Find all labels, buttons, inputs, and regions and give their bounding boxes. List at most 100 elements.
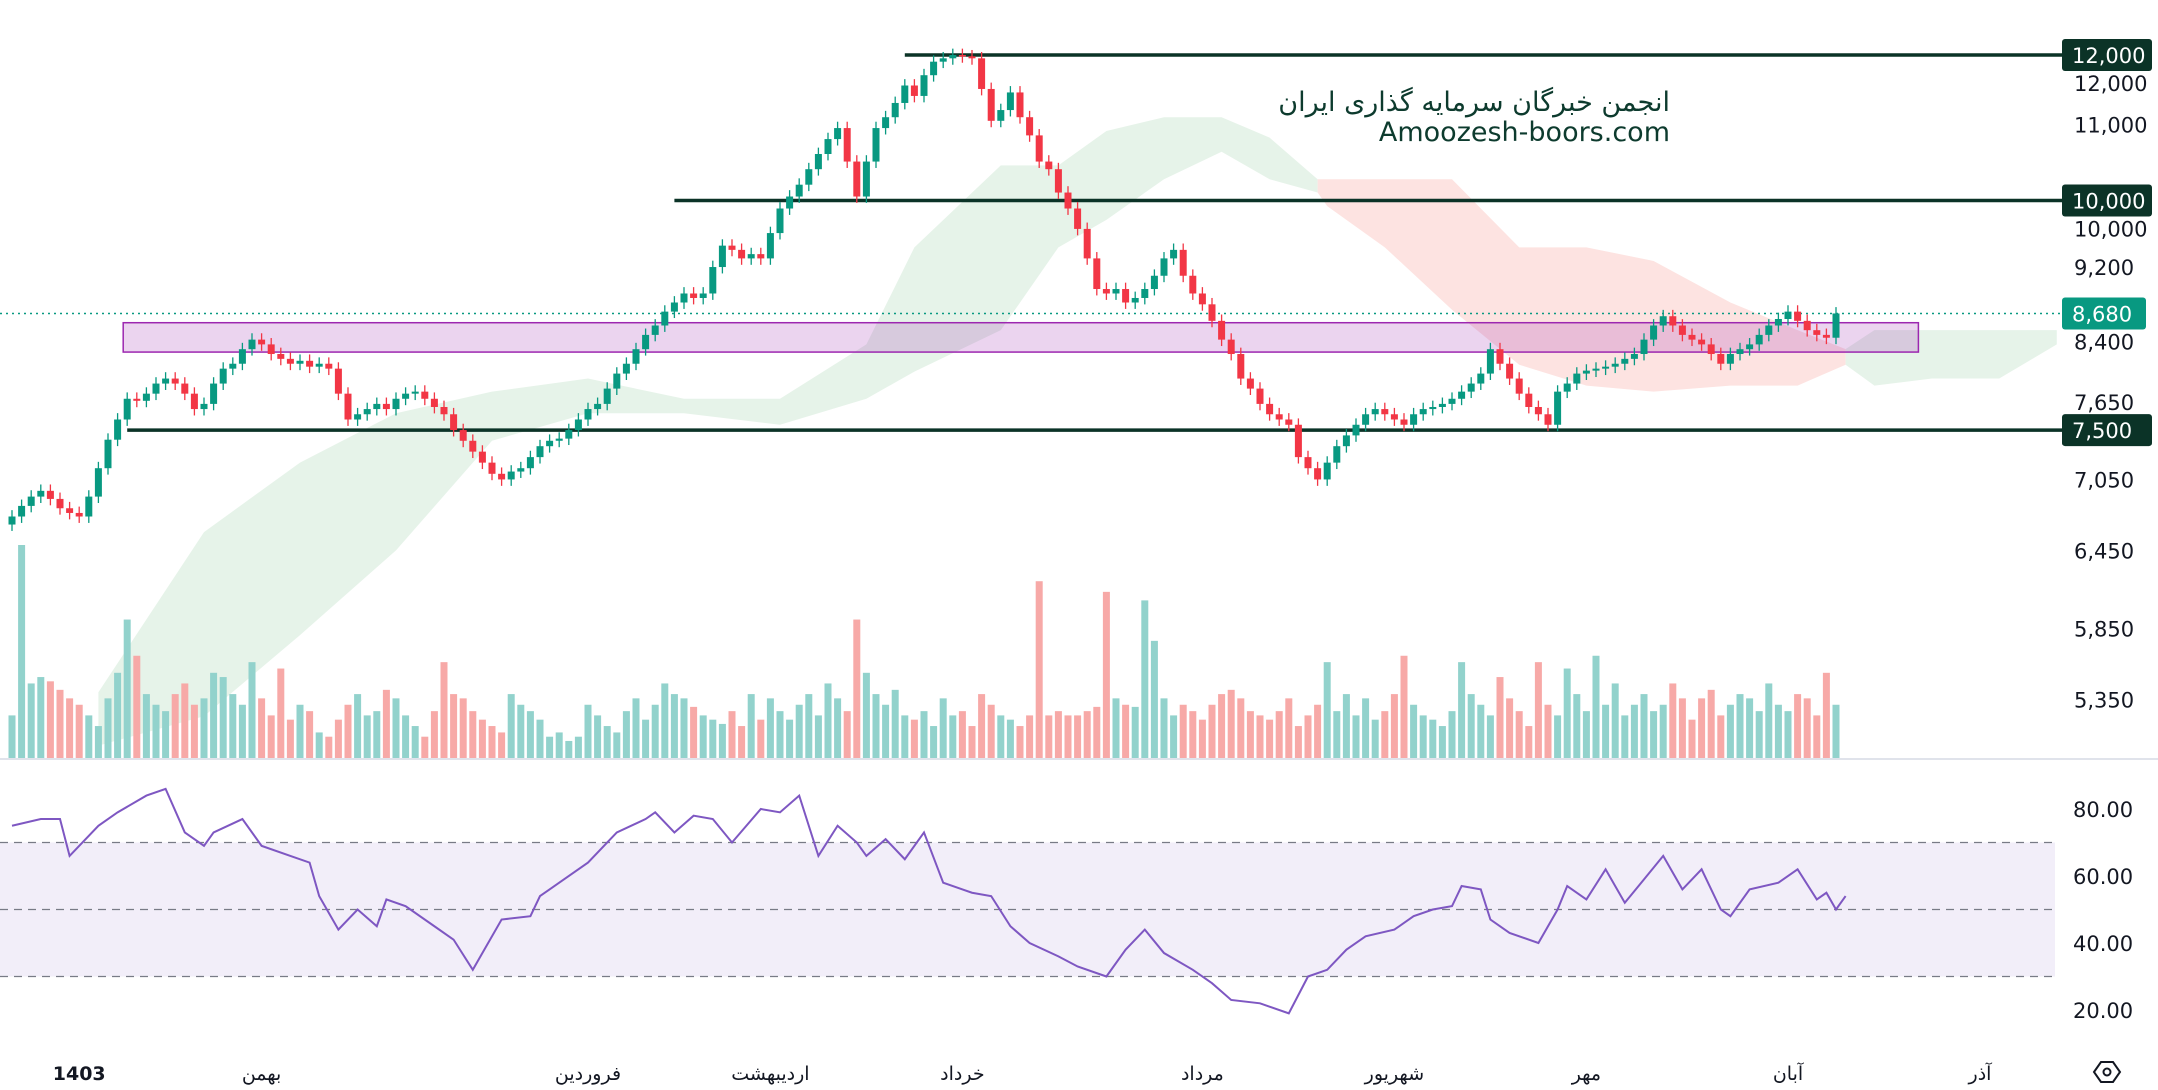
volume-bar (1554, 715, 1562, 758)
volume-bar (1131, 706, 1139, 758)
candle (1688, 328, 1696, 347)
volume-bar (814, 715, 822, 758)
volume-bar (1064, 715, 1072, 758)
volume-bar (1582, 711, 1590, 758)
candle (834, 121, 842, 146)
candle (1726, 347, 1734, 371)
candle (910, 79, 918, 103)
candle (1525, 387, 1533, 414)
volume-bar (85, 715, 93, 758)
volume-bar (718, 723, 726, 758)
candle (354, 407, 362, 426)
volume-bar (162, 711, 170, 758)
candle (1458, 385, 1466, 406)
volume-bar (8, 715, 16, 758)
candle (1323, 456, 1331, 486)
price-axis[interactable]: 12,000 11,000 10,000 9,200 8,400 7,650 7,050 6,… (2062, 39, 2152, 1023)
candle (162, 372, 170, 390)
time-tick-label: خرداد (940, 1063, 984, 1085)
price-tick-label: 10,000 (2074, 217, 2147, 241)
volume-bar (46, 681, 54, 758)
time-axis[interactable]: 1403 بهمن فروردین اردیبهشت خرداد مرداد شهریور م… (53, 1061, 1992, 1085)
rsi-tick-label: 60.00 (2073, 865, 2133, 889)
candle (306, 354, 314, 374)
candle (1496, 342, 1504, 371)
volume-bar (978, 694, 986, 758)
volume-bar (1592, 655, 1600, 758)
volume-bar (613, 732, 621, 758)
candle (498, 467, 506, 486)
candle (430, 392, 438, 414)
price-tick-label: 5,350 (2074, 689, 2134, 713)
volume-bar (1093, 706, 1101, 758)
volume-bar (1381, 711, 1389, 758)
zone-rectangle[interactable] (122, 321, 1920, 353)
volume-bar (488, 726, 496, 758)
candle (978, 51, 986, 96)
volume-bar (1285, 698, 1293, 758)
volume-bar (373, 711, 381, 758)
volume-bar (1794, 694, 1802, 758)
candle (123, 392, 131, 426)
volume-bar (1477, 704, 1485, 758)
volume-bar (238, 704, 246, 758)
candle (1698, 333, 1706, 351)
candle (1582, 364, 1590, 380)
volume-bar (152, 704, 160, 758)
candle (450, 407, 458, 437)
candle (1227, 333, 1235, 361)
volume-bar (1458, 662, 1466, 758)
volume-bar (872, 694, 880, 758)
candle (1016, 86, 1024, 124)
price-tick-label: 9,200 (2074, 256, 2134, 280)
candle (133, 392, 141, 408)
candle (584, 402, 592, 426)
volume-bar (1611, 683, 1619, 758)
volume-bar (1698, 698, 1706, 758)
volume-bar (75, 704, 83, 758)
rsi-tick-label: 80.00 (2073, 798, 2133, 822)
candle (1275, 407, 1283, 426)
candle (488, 456, 496, 481)
candle (469, 434, 477, 459)
support-resistance-zone (122, 321, 1920, 353)
volume-bar (1544, 704, 1552, 758)
volume-bar (1765, 683, 1773, 758)
volume-bar (142, 694, 150, 758)
candle (1477, 367, 1485, 390)
volume-bar (1822, 672, 1830, 758)
candle (1218, 314, 1226, 347)
time-tick-label: مهر (1571, 1063, 1601, 1085)
volume-bar (94, 726, 102, 758)
candle (1333, 439, 1341, 470)
volume-bar (1102, 591, 1110, 758)
candle (200, 397, 208, 416)
candle (1314, 461, 1322, 486)
volume-bars (0, 545, 2158, 760)
candle (1006, 86, 1014, 117)
candle (1611, 357, 1619, 374)
volume-bar (1621, 715, 1629, 758)
volume-bar (738, 726, 746, 758)
volume-bar (1438, 726, 1446, 758)
volume-bar (430, 711, 438, 758)
candle (1467, 377, 1475, 399)
candle (1362, 407, 1370, 432)
candle (1093, 252, 1101, 296)
candle (661, 305, 669, 332)
volume-bar (1170, 715, 1178, 758)
volume-bar (1813, 715, 1821, 758)
candle (622, 357, 630, 380)
candle (1131, 291, 1139, 309)
candle (27, 490, 35, 513)
candle (1736, 342, 1744, 361)
volume-bar (1563, 668, 1571, 758)
candle (392, 392, 400, 416)
candle (901, 79, 909, 110)
settings-icon[interactable] (2092, 1061, 2122, 1083)
volume-bar (1054, 711, 1062, 758)
candle (949, 48, 957, 65)
volume-bar (891, 689, 899, 758)
volume-bar (690, 706, 698, 758)
